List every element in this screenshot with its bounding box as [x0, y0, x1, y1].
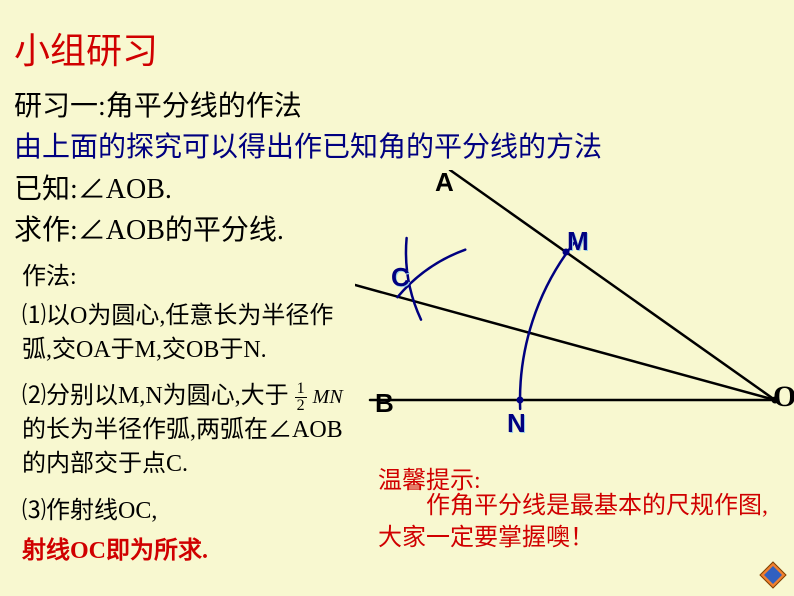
label-c: C	[391, 262, 410, 293]
label-a: A	[435, 167, 454, 198]
step2-part-b: 的长为半径作弧,两弧在∠AOB的内部交于点C.	[22, 417, 343, 477]
step2-mn: MN	[313, 386, 343, 408]
known-text: 已知:∠AOB.	[14, 167, 172, 207]
slide-logo-icon	[758, 560, 788, 590]
conclusion: 射线OC即为所求.	[22, 530, 208, 565]
step-3: ⑶作射线OC,	[22, 490, 157, 525]
subtitle-1: 研习一:角平分线的作法	[14, 84, 302, 124]
page-title: 小组研习	[14, 22, 158, 74]
step2-part-a: ⑵分别以M,N为圆心,大于	[22, 383, 289, 409]
label-b: B	[375, 388, 394, 419]
angle-bisector-diagram: A B O M N C	[355, 170, 785, 440]
seek-text: 求作:∠AOB的平分线.	[14, 208, 284, 248]
label-m: M	[567, 226, 589, 257]
subtitle-2: 由上面的探究可以得出作已知角的平分线的方法	[14, 125, 602, 165]
label-o: O	[773, 380, 794, 414]
method-label: 作法:	[22, 256, 77, 291]
fraction-half: 12	[295, 381, 307, 414]
label-n: N	[507, 408, 526, 439]
step-1: ⑴以O为圆心,任意长为半径作弧,交OA于M,交OB于N.	[22, 300, 352, 367]
step-2: ⑵分别以M,N为圆心,大于 12 MN 的长为半径作弧,两弧在∠AOB的内部交于…	[22, 380, 362, 481]
diagram-svg	[355, 170, 785, 440]
tip-body: 作角平分线是最基本的尺规作图,大家一定要掌握噢！	[378, 490, 778, 555]
